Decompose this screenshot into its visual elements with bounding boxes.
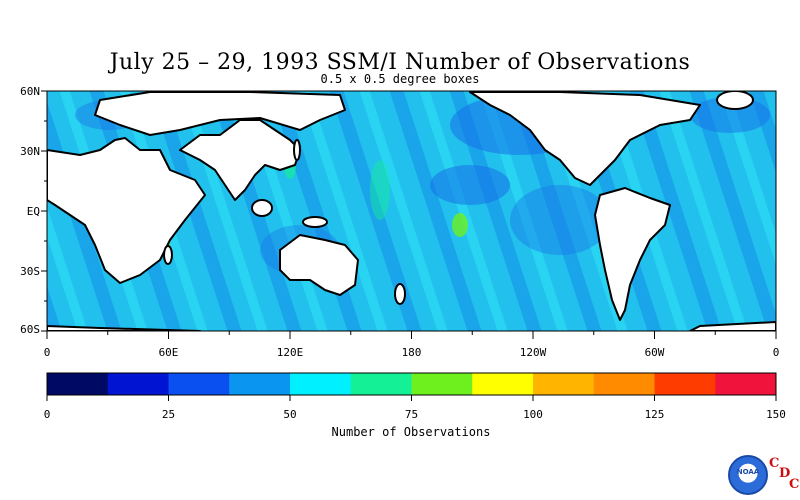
colorbar-segment bbox=[290, 373, 352, 395]
colorbar-segment bbox=[654, 373, 716, 395]
africa-eurasia bbox=[47, 91, 346, 284]
new-guinea bbox=[302, 216, 328, 228]
north-america bbox=[469, 91, 701, 186]
cdc-letter-d: D bbox=[779, 466, 791, 481]
colorbar-title: Number of Observations bbox=[331, 425, 491, 439]
antarctica bbox=[47, 321, 776, 331]
australia bbox=[279, 234, 359, 296]
lon-label-0: 0 bbox=[43, 346, 51, 359]
noaa-logo-text: NOAA bbox=[736, 468, 760, 476]
lon-label-120w: 120W bbox=[519, 346, 547, 359]
borneo bbox=[251, 199, 273, 217]
colorbar-segment bbox=[229, 373, 291, 395]
lat-label-60s: 60S bbox=[20, 323, 40, 336]
colorbar-tick-125: 125 bbox=[644, 408, 665, 421]
colorbar-segment bbox=[472, 373, 534, 395]
greenland bbox=[716, 91, 754, 110]
cdc-letter-c2: C bbox=[789, 477, 800, 492]
lat-label-60n: 60N bbox=[20, 85, 40, 98]
colorbar-segment bbox=[350, 373, 412, 395]
lat-label-30s: 30S bbox=[20, 265, 40, 278]
continent-outlines bbox=[47, 91, 776, 331]
japan bbox=[293, 139, 301, 161]
colorbar-tick-75: 75 bbox=[404, 408, 419, 421]
madagascar bbox=[163, 245, 173, 265]
lon-label-180: 180 bbox=[401, 346, 422, 359]
colorbar-tick-0: 0 bbox=[43, 408, 51, 421]
noaa-logo: NOAA bbox=[728, 455, 768, 495]
colorbar-tick-100: 100 bbox=[523, 408, 543, 421]
colorbar-segment bbox=[411, 373, 473, 395]
south-america bbox=[594, 187, 671, 321]
colorbar-segment bbox=[533, 373, 595, 395]
colorbar-tick-150: 150 bbox=[766, 408, 786, 421]
colorbar-segment bbox=[593, 373, 655, 395]
cdc-letter-c1: C bbox=[769, 456, 780, 471]
lat-label-30n: 30N bbox=[20, 145, 40, 158]
latitude-ticks bbox=[41, 90, 47, 332]
map-title: July 25 – 29, 1993 SSM/I Number of Obser… bbox=[109, 50, 691, 75]
lon-label-0-east: 0 bbox=[772, 346, 780, 359]
lon-label-60e: 60E bbox=[158, 346, 179, 359]
colorbar-tick-50: 50 bbox=[283, 408, 297, 421]
colorbar-segment bbox=[107, 373, 169, 395]
colorbar-segment bbox=[715, 373, 777, 395]
lat-label-eq: EQ bbox=[26, 205, 40, 218]
colorbar bbox=[46, 372, 777, 401]
colorbar-tick-25: 25 bbox=[161, 408, 176, 421]
map-subtitle: 0.5 x 0.5 degree boxes bbox=[320, 72, 480, 86]
lon-label-60w: 60W bbox=[644, 346, 665, 359]
observation-field bbox=[47, 91, 776, 331]
colorbar-segment bbox=[168, 373, 230, 395]
lon-label-120e: 120E bbox=[276, 346, 304, 359]
longitude-ticks bbox=[46, 331, 777, 339]
new-zealand bbox=[394, 283, 406, 305]
colorbar-segment bbox=[47, 373, 109, 395]
